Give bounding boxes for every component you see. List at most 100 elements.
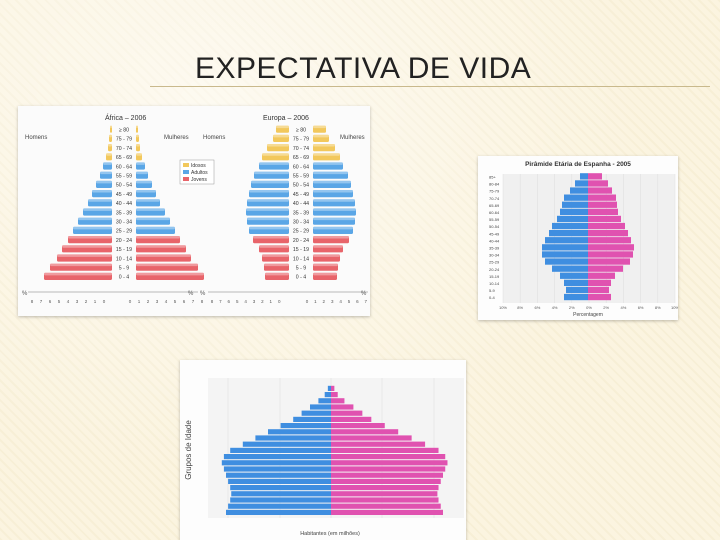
europe-bar-men-shine [249,190,289,193]
europe-bar-men [247,199,289,207]
africa-bar-men-shine [110,125,112,129]
africa-bar-women [136,236,180,244]
africa-age-label: 50 - 54 [116,183,132,189]
europe-bar-women [313,171,348,179]
world-ylabel: Grupos de Idade [184,420,193,480]
africa-bar-men-shine [100,171,112,175]
spain-axis-tick: 6% [535,305,541,310]
spain-bar-women [588,180,608,187]
europe-bar-women-shine [313,144,335,147]
world-bar-women [331,485,439,491]
europe-bar-men [251,180,289,188]
world-bar-men [226,509,331,515]
africa-men-label: Homens [25,135,47,141]
africa-axis-tick: 0 [129,299,132,304]
africa-bar-women-shine [136,217,170,221]
europe-axis-tick: 2 [261,299,264,304]
africa-axis-tick: 7 [40,299,43,304]
spain-axis-tick: 6% [638,305,644,310]
africa-bar-women-shine [136,226,175,230]
world-bar-women [331,478,441,484]
world-bar-women [331,398,345,404]
world-bar-women [331,423,385,429]
europe-bar-women-shine [313,190,353,193]
world-bar-men [310,404,331,410]
africa-bar-men [83,208,112,216]
europe-bar-women [313,254,340,262]
spain-bar-women [588,208,618,215]
europe-bar-women [313,217,355,225]
spain-axis-tick: 4% [552,305,558,310]
africa-bar-women-shine [136,144,140,147]
africa-axis-tick: 8 [31,299,34,304]
europe-bar-men-shine [259,245,289,248]
spain-bar-men [545,237,588,244]
africa-bar-men-shine [103,162,112,165]
europe-pct-left: % [200,291,206,297]
world-bar-men [230,485,331,491]
africa-pct-left: % [22,291,28,297]
spain-xlabel: Percentagem [573,312,603,318]
spain-bar-women [588,230,628,237]
europe-age-label: 40 - 44 [293,201,309,207]
africa-bar-men [109,134,112,142]
spain-age-label: 40-44 [489,238,500,243]
africa-age-label: 35 - 39 [116,210,132,216]
world-bar-women [331,460,448,466]
europe-bar-women-shine [313,245,343,248]
africa-age-label: 0 - 4 [119,275,129,281]
africa-bar-women [136,171,148,179]
spain-bar-women [588,272,615,279]
europe-axis-tick: 1 [314,299,317,304]
world-bar-women [331,385,335,391]
africa-bar-men-shine [78,217,112,221]
africa-age-label: 55 - 59 [116,174,132,180]
africa-bar-women-shine [136,153,142,156]
africa-bar-women-shine [136,190,156,193]
world-bar-men [228,478,331,484]
europe-bar-men [246,208,289,216]
europe-bar-men [259,245,289,253]
spain-bar-men [560,272,588,279]
spain-bar-women [588,194,616,201]
europe-age-label: 5 - 9 [296,266,306,272]
world-bar-men [230,497,331,503]
africa-age-label: 70 - 74 [116,146,132,152]
spain-bar-men [564,194,588,201]
europe-bar-women-shine [313,162,343,165]
africa-bar-women-shine [136,245,186,248]
world-bar-women [331,404,354,410]
africa-bar-men [96,180,112,188]
title-underline [150,86,710,87]
africa-bar-men-shine [88,199,112,202]
europe-axis-tick: 6 [228,299,231,304]
africa-axis-tick: 3 [76,299,79,304]
spain-axis-tick: 0% [586,305,592,310]
fig1-bg [18,106,370,316]
europe-age-label: 55 - 59 [293,174,309,180]
africa-age-label: 30 - 34 [116,220,132,226]
europe-bar-women-shine [313,217,355,221]
africa-bar-women-shine [136,171,148,175]
europe-men-label: Homens [203,135,225,141]
africa-bar-men [78,217,112,225]
spain-bar-women [588,237,631,244]
europe-bar-women [313,236,349,244]
europe-bar-women [313,263,338,271]
europe-axis-tick: 6 [356,299,359,304]
europe-bar-women [313,272,337,280]
africa-bar-men-shine [73,226,112,230]
spain-age-label: 5-9 [489,288,496,293]
africa-axis-tick: 2 [147,299,150,304]
africa-bar-men [50,263,112,271]
europe-bar-men [262,254,289,262]
africa-age-label: 10 - 14 [116,256,132,262]
africa-age-label: 15 - 19 [116,247,132,253]
africa-age-label: 25 - 29 [116,229,132,235]
spain-age-label: 85+ [489,175,496,180]
africa-bar-men-shine [106,153,112,156]
spain-bar-women [588,222,625,230]
europe-bar-men [249,226,289,234]
africa-bar-women-shine [136,263,198,267]
spain-bar-women [588,258,630,265]
